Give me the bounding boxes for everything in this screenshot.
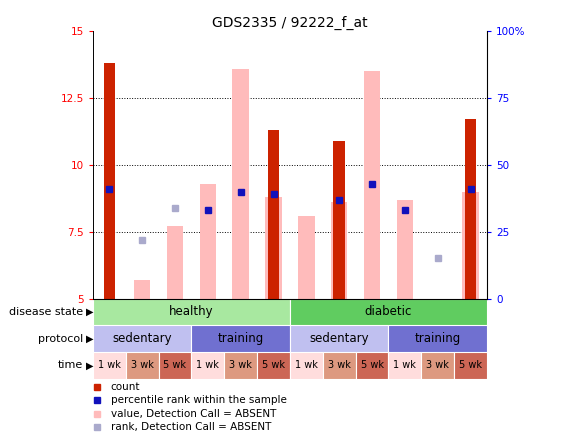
Bar [159,352,191,379]
Text: ▶: ▶ [86,334,93,344]
Text: healthy: healthy [169,305,214,318]
Bar [126,352,159,379]
Bar [290,352,323,379]
Bar [290,325,388,352]
Text: count: count [110,382,140,392]
Text: sedentary: sedentary [310,332,369,345]
Bar [454,352,487,379]
Text: time: time [57,361,83,370]
Bar [167,226,183,299]
Bar [333,141,345,299]
Bar [93,325,191,352]
Text: protocol: protocol [38,334,83,344]
Text: 1 wk: 1 wk [394,361,416,370]
Bar [134,280,150,299]
Bar [93,352,126,379]
Title: GDS2335 / 92222_f_at: GDS2335 / 92222_f_at [212,16,368,30]
Bar [388,325,487,352]
Text: 5 wk: 5 wk [262,361,285,370]
Text: 5 wk: 5 wk [360,361,383,370]
Text: sedentary: sedentary [113,332,172,345]
Text: 3 wk: 3 wk [426,361,449,370]
Bar [191,352,224,379]
Bar [257,352,290,379]
Bar [331,202,347,299]
Bar [191,325,290,352]
Bar [200,183,216,299]
Bar [93,299,290,325]
Bar [265,197,282,299]
Bar [323,352,356,379]
Bar [388,352,421,379]
Bar [364,71,380,299]
Text: 3 wk: 3 wk [328,361,351,370]
Bar [397,200,413,299]
Text: percentile rank within the sample: percentile rank within the sample [110,395,287,405]
Text: rank, Detection Call = ABSENT: rank, Detection Call = ABSENT [110,422,271,432]
Bar [462,192,479,299]
Text: 3 wk: 3 wk [229,361,252,370]
Text: value, Detection Call = ABSENT: value, Detection Call = ABSENT [110,408,276,419]
Text: disease state: disease state [8,307,83,317]
Bar [356,352,388,379]
Text: ▶: ▶ [86,361,93,370]
Bar [233,68,249,299]
Text: 3 wk: 3 wk [131,361,154,370]
Bar [465,119,476,299]
Text: training: training [217,332,264,345]
Bar [298,216,315,299]
Text: 1 wk: 1 wk [196,361,219,370]
Text: 1 wk: 1 wk [295,361,318,370]
Bar [268,130,279,299]
Text: 5 wk: 5 wk [163,361,186,370]
Text: ▶: ▶ [86,307,93,317]
Bar [224,352,257,379]
Bar [421,352,454,379]
Text: 1 wk: 1 wk [98,361,120,370]
Bar [104,63,115,299]
Bar [290,299,487,325]
Text: diabetic: diabetic [365,305,412,318]
Text: training: training [414,332,461,345]
Text: 5 wk: 5 wk [459,361,482,370]
